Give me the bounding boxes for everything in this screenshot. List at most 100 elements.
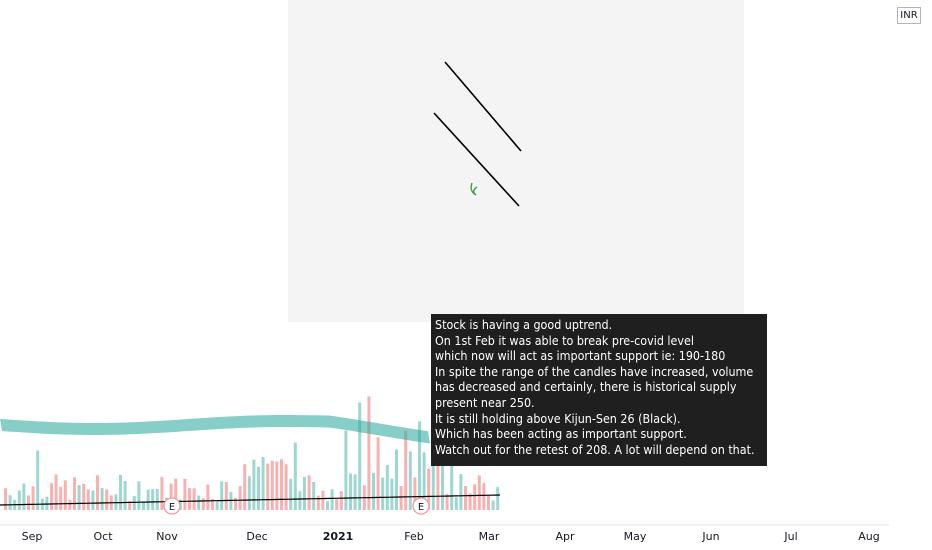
- volume-bar: [243, 464, 247, 510]
- volume-bar: [183, 478, 187, 510]
- time-tick-label: Oct: [93, 530, 113, 543]
- time-tick-label: Feb: [404, 530, 423, 543]
- earnings-marker: [412, 497, 430, 515]
- volume-bar: [477, 475, 481, 510]
- earnings-marker: [163, 497, 181, 515]
- volume-bar: [372, 472, 375, 510]
- volume-bar: [4, 488, 7, 510]
- volume-bar: [436, 454, 440, 510]
- earnings-marker-label: E: [169, 502, 175, 513]
- volume-bar: [59, 486, 63, 510]
- volume-bar: [160, 476, 164, 510]
- retest-arrow-icon: [470, 182, 478, 196]
- volume-bar: [17, 490, 21, 510]
- volume-bar: [192, 488, 196, 510]
- volume-bar: [123, 481, 127, 510]
- volume-bar: [450, 433, 454, 510]
- volume-bar: [82, 483, 86, 510]
- volume-bar: [151, 489, 155, 510]
- volume-bar: [105, 489, 109, 510]
- volume-bar: [197, 495, 201, 510]
- time-tick-label: Jul: [783, 530, 797, 543]
- volume-bar: [312, 481, 316, 510]
- volume-bar: [31, 486, 35, 510]
- volume-bar: [367, 396, 371, 510]
- volume-bar: [473, 484, 477, 510]
- volume-bar: [344, 430, 348, 510]
- time-tick-label: Sep: [22, 530, 43, 543]
- volume-bar: [137, 481, 141, 510]
- time-axis[interactable]: Sep Oct Nov Dec 2021 Feb Mar Apr May Jun Jul Aug: [22, 530, 880, 543]
- volume-bar: [307, 475, 311, 510]
- volume-bar: [247, 476, 251, 510]
- volume-bar: [270, 460, 274, 510]
- volume-bar: [422, 452, 426, 510]
- volume-bar: [146, 489, 150, 510]
- volume-bar: [358, 402, 362, 510]
- note-line: has decreased and certainly, there is hi…: [435, 379, 737, 395]
- time-tick-label: Mar: [479, 530, 500, 543]
- volume-bar: [395, 449, 398, 510]
- volume-bar: [63, 480, 67, 510]
- volume-bar: [54, 474, 58, 510]
- volume-bar: [316, 495, 320, 510]
- trend-drawings: [433, 61, 522, 207]
- note-line: On 1st Feb it was able to break pre-covi…: [435, 332, 694, 348]
- volume-bar: [441, 460, 444, 510]
- volume-bar: [77, 485, 81, 510]
- volume-bar: [238, 486, 242, 510]
- volume-bar: [91, 490, 95, 510]
- volume-bar: [385, 464, 389, 510]
- volume-bar: [404, 430, 408, 510]
- volume-bar: [142, 501, 145, 510]
- volume-bar: [408, 451, 412, 510]
- volume-bar: [132, 495, 136, 510]
- time-tick-label: Jun: [701, 530, 719, 543]
- time-axis-background: [0, 525, 932, 550]
- volume-bar: [27, 495, 30, 510]
- time-tick-label: May: [624, 530, 647, 543]
- volume-bar: [330, 489, 334, 510]
- volume-bar: [119, 474, 122, 510]
- volume-bar: [155, 488, 159, 510]
- volume-bar: [8, 495, 12, 510]
- earnings-marker-label: E: [418, 502, 424, 513]
- volume-bar: [45, 496, 49, 510]
- volume-bar: [381, 477, 385, 510]
- volume-bar: [487, 495, 490, 510]
- volume-bar: [349, 473, 352, 510]
- volume-bar: [261, 457, 265, 510]
- volume-bar: [491, 500, 495, 510]
- fib-zone-background: [288, 0, 744, 322]
- note-line: Which has been acting as important suppo…: [435, 426, 687, 442]
- volume-bar: [335, 499, 339, 510]
- volume-bar: [188, 488, 191, 510]
- volume-bar: [206, 484, 210, 510]
- time-tick-label: Apr: [555, 530, 575, 543]
- volume-bar: [303, 476, 306, 510]
- volume-bar: [73, 477, 76, 510]
- moving-average-bands: [0, 415, 430, 444]
- volume-bar: [257, 466, 260, 510]
- note-line: Stock is having a good uptrend.: [435, 317, 613, 332]
- note-line: present near 250.: [435, 394, 535, 410]
- volume-bar: [418, 421, 421, 510]
- volume-bar: [266, 463, 270, 510]
- currency-label[interactable]: INR: [897, 7, 921, 24]
- volume-bar: [353, 474, 357, 510]
- price-axis-background: [889, 0, 932, 550]
- volume-bar: [413, 477, 417, 510]
- note-line: In spite the range of the candles have i…: [435, 363, 754, 379]
- time-tick-label: Dec: [246, 530, 267, 543]
- note-line: It is still holding above Kijun-Sen 26 (…: [435, 410, 681, 426]
- volume-ma-line: [0, 494, 501, 506]
- volume-bar: [284, 464, 288, 510]
- volume-bar: [298, 491, 302, 510]
- volume-bar: [215, 501, 219, 510]
- note-line: which now will act as important support …: [435, 348, 726, 364]
- volume-bar: [496, 487, 500, 510]
- volume-bar: [339, 491, 343, 510]
- time-tick-label: Aug: [858, 530, 879, 543]
